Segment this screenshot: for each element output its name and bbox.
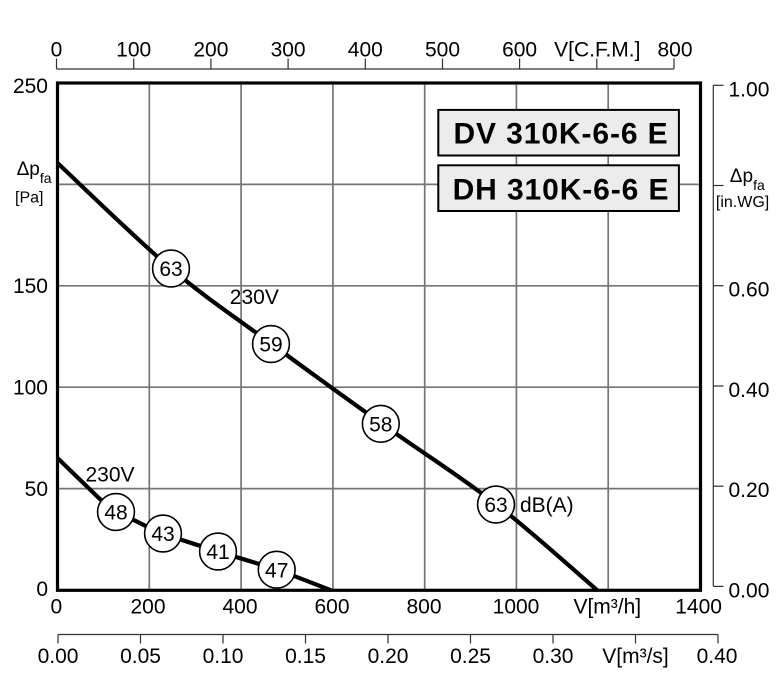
svg-text:1000: 1000	[493, 595, 540, 618]
svg-text:43: 43	[151, 523, 174, 546]
svg-text:100: 100	[13, 377, 48, 400]
svg-text:0: 0	[36, 578, 48, 601]
svg-text:500: 500	[425, 39, 460, 62]
svg-text:[in.WG]: [in.WG]	[716, 194, 769, 211]
svg-text:50: 50	[25, 478, 48, 501]
svg-text:47: 47	[265, 559, 288, 582]
svg-text:230V: 230V	[86, 463, 135, 486]
svg-text:200: 200	[130, 595, 165, 618]
svg-text:400: 400	[348, 39, 383, 62]
svg-text:0: 0	[51, 595, 63, 618]
svg-text:600: 600	[314, 595, 349, 618]
svg-text:250: 250	[13, 75, 48, 98]
svg-text:0.00: 0.00	[729, 579, 770, 602]
svg-text:0.10: 0.10	[203, 645, 244, 668]
svg-text:0.05: 0.05	[120, 645, 161, 668]
svg-text:0: 0	[51, 39, 63, 62]
svg-text:100: 100	[116, 39, 151, 62]
svg-text:0.20: 0.20	[729, 479, 770, 502]
svg-text:63: 63	[484, 494, 507, 517]
svg-text:0.15: 0.15	[285, 645, 326, 668]
svg-text:DV 310K-6-6 E: DV 310K-6-6 E	[453, 118, 668, 151]
svg-text:0.40: 0.40	[697, 645, 738, 668]
svg-text:800: 800	[657, 39, 692, 62]
svg-text:0.25: 0.25	[450, 645, 491, 668]
svg-text:0.60: 0.60	[729, 279, 770, 302]
svg-text:230V: 230V	[230, 286, 279, 309]
svg-text:800: 800	[406, 595, 441, 618]
svg-text:0.40: 0.40	[729, 379, 770, 402]
svg-text:1.00: 1.00	[729, 78, 770, 101]
svg-text:300: 300	[271, 39, 306, 62]
svg-text:0.30: 0.30	[533, 645, 574, 668]
svg-text:600: 600	[502, 39, 537, 62]
svg-text:dB(A): dB(A)	[520, 494, 574, 517]
svg-text:0.20: 0.20	[368, 645, 409, 668]
svg-text:200: 200	[193, 39, 228, 62]
svg-text:[Pa]: [Pa]	[15, 190, 43, 207]
svg-text:63: 63	[159, 258, 182, 281]
svg-text:1400: 1400	[675, 595, 722, 618]
svg-text:48: 48	[104, 502, 127, 525]
svg-text:0.00: 0.00	[38, 645, 79, 668]
svg-text:58: 58	[369, 413, 392, 436]
svg-text:41: 41	[206, 541, 229, 564]
svg-text:V[m³/s]: V[m³/s]	[602, 645, 669, 668]
svg-text:59: 59	[259, 334, 282, 357]
svg-text:V[m³/h]: V[m³/h]	[573, 595, 641, 618]
svg-text:150: 150	[13, 275, 48, 298]
svg-text:400: 400	[222, 595, 257, 618]
svg-text:DH 310K-6-6 E: DH 310K-6-6 E	[453, 174, 670, 207]
svg-text:V[C.F.M.]: V[C.F.M.]	[554, 39, 640, 62]
